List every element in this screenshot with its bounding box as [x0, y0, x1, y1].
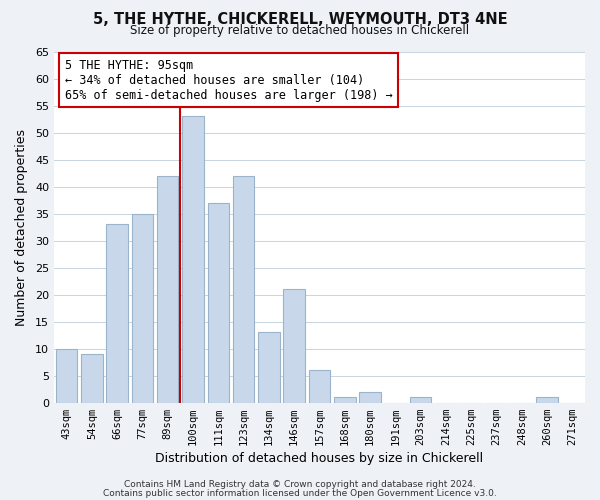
- Bar: [56, 348, 77, 403]
- Bar: [309, 370, 330, 402]
- Bar: [81, 354, 103, 403]
- Text: 5 THE HYTHE: 95sqm
← 34% of detached houses are smaller (104)
65% of semi-detach: 5 THE HYTHE: 95sqm ← 34% of detached hou…: [65, 58, 392, 102]
- Bar: [283, 289, 305, 403]
- Bar: [334, 398, 356, 402]
- Text: Contains HM Land Registry data © Crown copyright and database right 2024.: Contains HM Land Registry data © Crown c…: [124, 480, 476, 489]
- Bar: [359, 392, 381, 402]
- Bar: [208, 203, 229, 402]
- Bar: [233, 176, 254, 402]
- Bar: [536, 398, 558, 402]
- Bar: [182, 116, 204, 403]
- Text: Size of property relative to detached houses in Chickerell: Size of property relative to detached ho…: [130, 24, 470, 37]
- X-axis label: Distribution of detached houses by size in Chickerell: Distribution of detached houses by size …: [155, 452, 484, 465]
- Y-axis label: Number of detached properties: Number of detached properties: [15, 128, 28, 326]
- Bar: [410, 398, 431, 402]
- Bar: [106, 224, 128, 402]
- Bar: [131, 214, 153, 402]
- Text: 5, THE HYTHE, CHICKERELL, WEYMOUTH, DT3 4NE: 5, THE HYTHE, CHICKERELL, WEYMOUTH, DT3 …: [92, 12, 508, 28]
- Bar: [258, 332, 280, 402]
- Bar: [157, 176, 178, 402]
- Text: Contains public sector information licensed under the Open Government Licence v3: Contains public sector information licen…: [103, 488, 497, 498]
